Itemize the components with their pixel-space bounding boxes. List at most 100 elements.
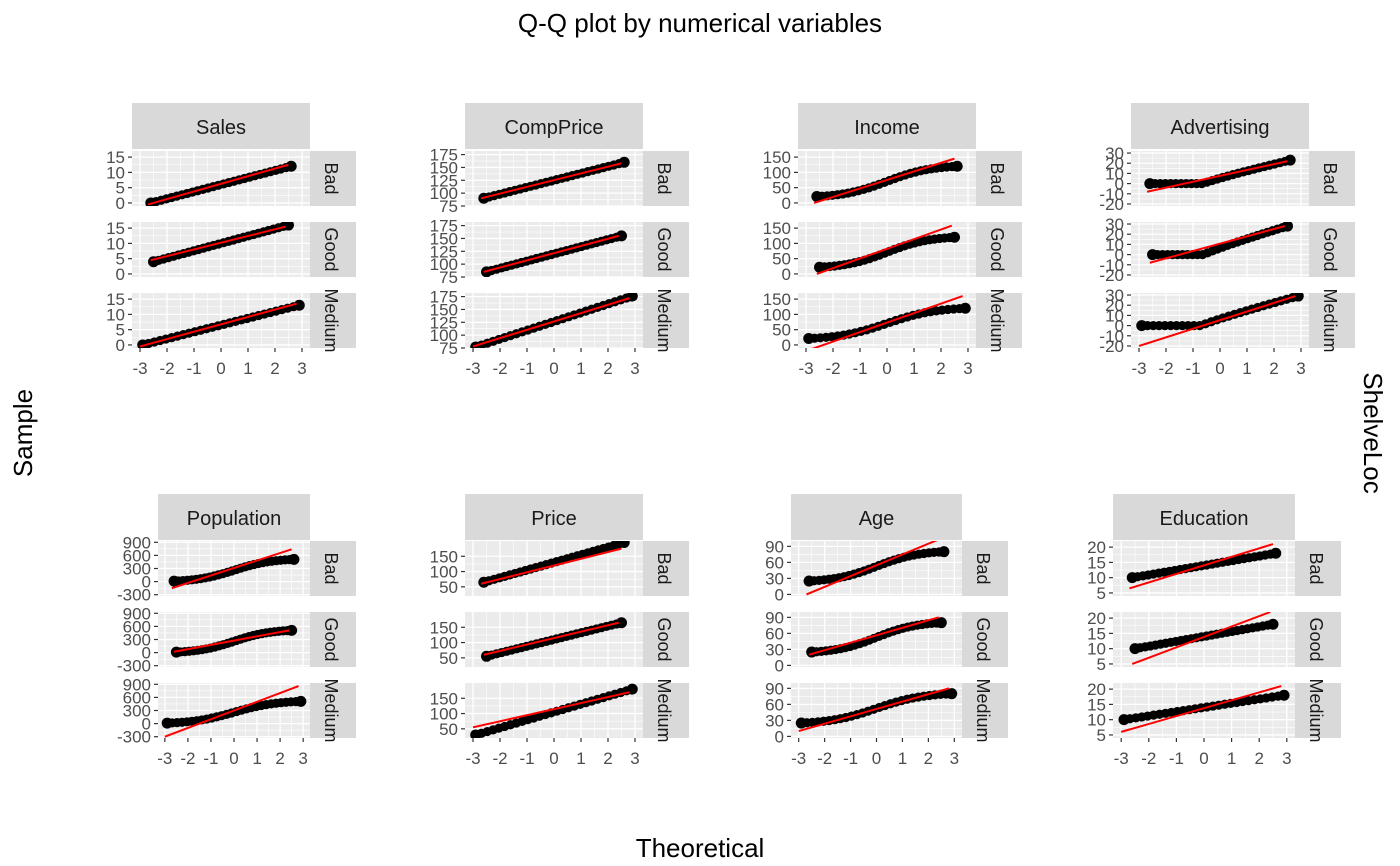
y-tick-label: 0 (1115, 246, 1124, 265)
qq-point (951, 160, 963, 172)
qq-reference-line (1131, 612, 1271, 665)
x-tick-label: -2 (825, 359, 840, 378)
row-strip (976, 293, 1022, 348)
x-tick-label: 1 (898, 749, 907, 768)
qq-reference-line (808, 616, 940, 656)
x-axis-title: Theoretical (636, 833, 765, 863)
facet-strip (465, 103, 643, 149)
x-tick-label: -2 (817, 749, 832, 768)
y-tick-label: 15 (1087, 624, 1106, 643)
x-tick-label: -3 (798, 359, 813, 378)
y-tick-label: 20 (1105, 296, 1124, 315)
qq-reference-line (164, 685, 299, 738)
row-strip (310, 151, 356, 206)
qq-reference-line (472, 691, 630, 729)
x-tick-label: 2 (936, 359, 945, 378)
qq-reference-line (1120, 685, 1282, 733)
facet-strip (1113, 494, 1295, 540)
y-tick-label: 0 (1115, 175, 1124, 194)
qq-point (1284, 154, 1296, 166)
facet-strip (465, 494, 643, 540)
facet-strip-label: Income (854, 117, 920, 139)
y-tick-label: 125 (430, 313, 458, 332)
facet-strip-label: Price (531, 508, 577, 530)
x-tick-label: -1 (186, 359, 201, 378)
qq-reference-line (483, 234, 620, 273)
y-tick-label: 10 (106, 234, 125, 253)
y-tick-label: 150 (430, 229, 458, 248)
x-tick-label: 3 (950, 749, 959, 768)
y-tick-label: 10 (1087, 711, 1106, 730)
x-tick-label: 2 (603, 749, 612, 768)
row-strip-label: Medium (654, 288, 674, 352)
x-tick-label: -3 (465, 749, 480, 768)
y-tick-label: 175 (430, 217, 458, 236)
y-tick-label: 300 (123, 702, 151, 721)
x-tick-label: -3 (465, 359, 480, 378)
qq-point (285, 160, 297, 172)
row-strip (643, 683, 689, 738)
y-tick-label: -20 (1099, 195, 1124, 214)
qq-point (959, 302, 971, 314)
x-tick-label: 2 (1254, 749, 1263, 768)
qq-reference-line (806, 541, 938, 596)
x-tick-label: 0 (1215, 359, 1224, 378)
qq-reference-line (171, 548, 292, 590)
x-tick-label: 2 (924, 749, 933, 768)
row-strip-label: Bad (1306, 552, 1326, 584)
x-tick-label: -2 (159, 359, 174, 378)
y-tick-label: 5 (1097, 655, 1106, 674)
y-tick-label: 150 (430, 618, 458, 637)
y-tick-label: 100 (430, 255, 458, 274)
y-tick-label: 20 (1105, 225, 1124, 244)
x-tick-label: 0 (216, 359, 225, 378)
y-tick-label: 0 (142, 715, 151, 734)
y-tick-label: 75 (439, 197, 458, 216)
x-tick-label: 1 (1242, 359, 1251, 378)
row-strip (643, 541, 689, 596)
qq-reference-line (150, 225, 287, 262)
y-tick-label: 15 (1087, 553, 1106, 572)
row-strip (976, 222, 1022, 277)
y-tick-label: 0 (116, 336, 125, 355)
y-tick-label: 0 (116, 265, 125, 284)
y-tick-label: 0 (775, 656, 784, 675)
y-tick-label: 15 (106, 148, 125, 167)
qq-point (286, 624, 298, 636)
y-tick-label: 0 (782, 265, 791, 284)
x-tick-label: -3 (1114, 749, 1129, 768)
qq-reference-line (483, 621, 620, 656)
qq-point (935, 617, 947, 629)
x-tick-label: 1 (243, 359, 252, 378)
row-strip (643, 151, 689, 206)
y-tick-label: -10 (1099, 256, 1124, 275)
row-strip (310, 683, 356, 738)
qq-reference-line (1138, 295, 1296, 347)
y-tick-label: 20 (1087, 609, 1106, 628)
qq-point (615, 617, 627, 629)
y-tick-label: 10 (1105, 235, 1124, 254)
x-tick-label: 1 (252, 749, 261, 768)
y-axis-title: Sample (8, 389, 38, 477)
x-tick-label: 3 (297, 359, 306, 378)
x-tick-label: -3 (1131, 359, 1146, 378)
y-tick-label: 100 (763, 234, 791, 253)
row-strip (1295, 612, 1341, 667)
y-tick-label: 5 (116, 321, 125, 340)
x-tick-label: 1 (576, 359, 585, 378)
row-strip (962, 541, 1008, 596)
y-tick-label: 30 (1105, 144, 1124, 163)
qq-point (282, 222, 294, 231)
row-strip (962, 683, 1008, 738)
qq-point (1278, 689, 1290, 701)
row-strip (643, 222, 689, 277)
row-strip (310, 293, 356, 348)
x-tick-label: -1 (843, 749, 858, 768)
y-tick-label: 900 (123, 533, 151, 552)
qq-point (948, 231, 960, 243)
